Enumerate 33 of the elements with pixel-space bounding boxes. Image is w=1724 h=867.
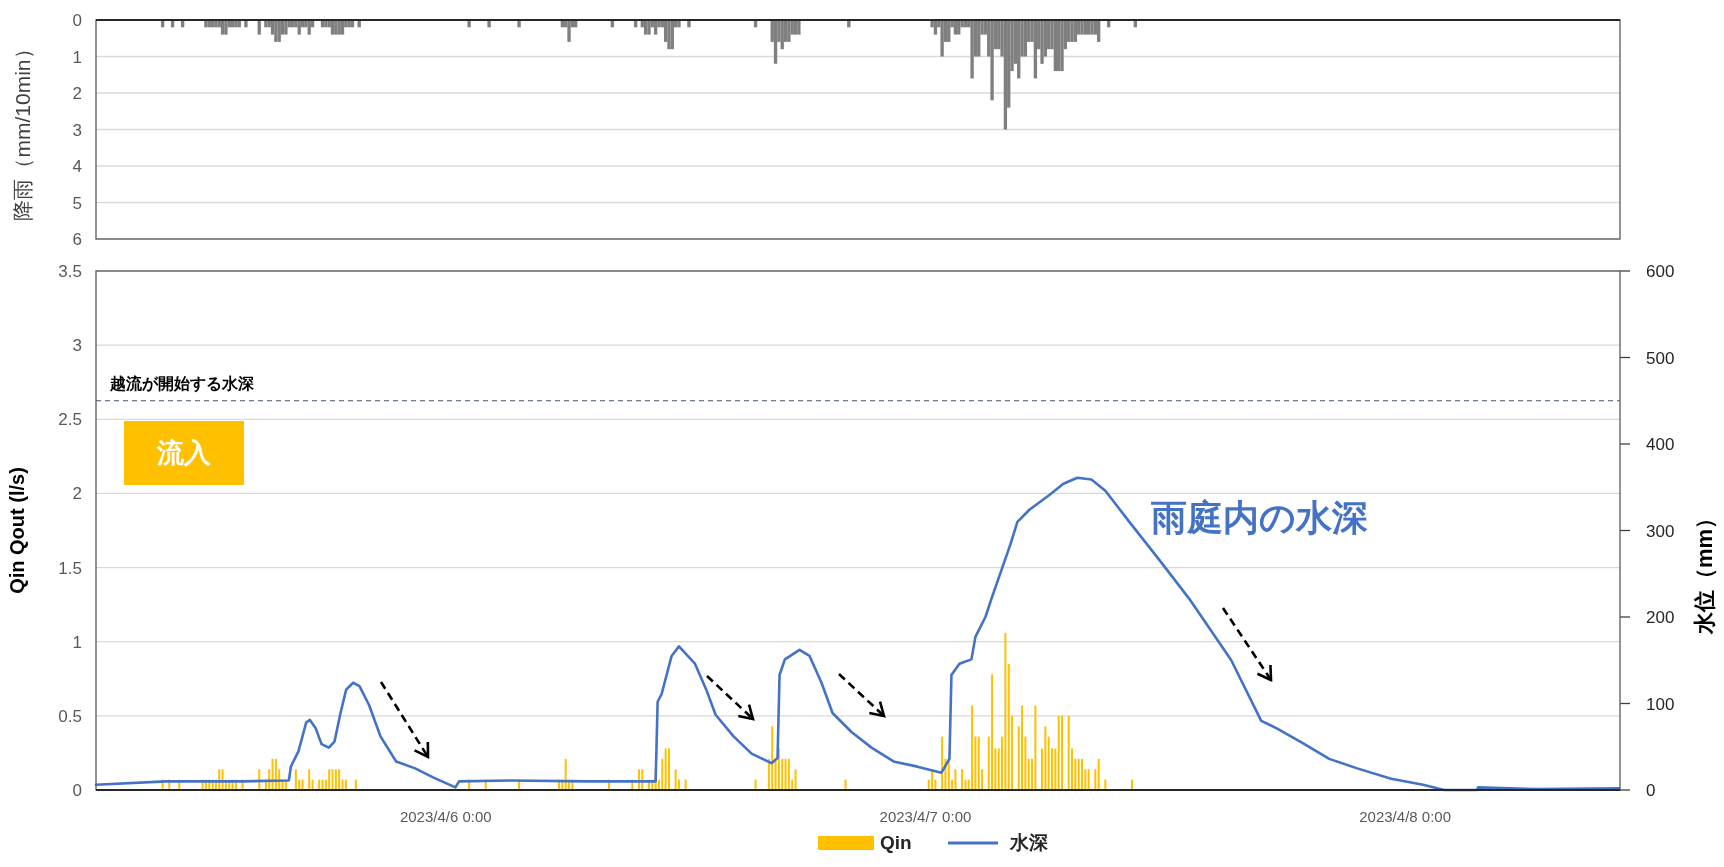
y2-tick-label: 400 — [1646, 435, 1675, 454]
y-tick-label: 2.5 — [58, 410, 82, 430]
y2-tick-label: 100 — [1646, 694, 1675, 714]
y-tick-label: 1 — [72, 47, 82, 67]
y-tick-label: 0 — [72, 11, 82, 30]
x-tick-label: 2023/4/8 0:00 — [1359, 808, 1452, 825]
y-tick-label: 3 — [72, 120, 82, 140]
x-tick-label: 2023/4/6 0:00 — [399, 808, 492, 825]
annotation: 雨庭内の水深 — [1150, 496, 1369, 538]
y-tick-label: 2 — [72, 84, 82, 103]
y-tick-label: 3.5 — [58, 262, 82, 281]
x-tick-label: 2023/4/7 0:00 — [879, 808, 972, 825]
y-tick-label: 0 — [72, 781, 82, 800]
y-tick-label: 2 — [72, 484, 82, 504]
y-tick-label: 6 — [72, 230, 82, 249]
y-tick-label: 5 — [72, 193, 82, 213]
y-tick-label: 1.5 — [58, 558, 82, 578]
y-tick-label: 1 — [72, 632, 82, 652]
y-tick-label: 0.5 — [58, 706, 82, 726]
legend-label: Qin — [880, 832, 912, 853]
legend-label: 水深 — [1009, 832, 1049, 853]
y-axis-title: Qin Qout (l/s) — [6, 467, 28, 594]
y2-tick-label: 0 — [1646, 781, 1656, 800]
y2-tick-label: 300 — [1646, 521, 1675, 541]
y-axis-title: 降雨（mm/10min） — [11, 38, 34, 221]
annotation: 流入 — [156, 438, 212, 468]
y2-tick-label: 200 — [1646, 608, 1675, 627]
ref-line-label: 越流が開始する水深 — [109, 373, 255, 393]
y-tick-label: 4 — [72, 157, 82, 176]
y2-tick-label: 500 — [1646, 348, 1675, 368]
y2-axis-title: 水位（mm） — [1692, 506, 1717, 636]
y-tick-label: 3 — [72, 336, 82, 356]
y2-tick-label: 600 — [1646, 262, 1675, 281]
